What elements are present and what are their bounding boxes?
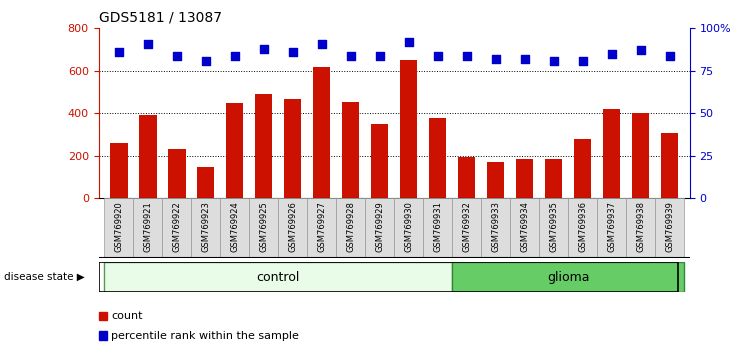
Point <box>229 53 241 58</box>
Point <box>577 58 588 63</box>
Bar <box>429 118 446 198</box>
Text: GSM769927: GSM769927 <box>318 201 326 252</box>
Point <box>635 47 647 53</box>
Bar <box>516 159 534 198</box>
Text: GSM769932: GSM769932 <box>462 201 471 252</box>
Text: control: control <box>256 270 300 284</box>
Text: glioma: glioma <box>547 270 589 284</box>
Text: GSM769922: GSM769922 <box>172 201 181 252</box>
Bar <box>168 149 185 198</box>
Bar <box>661 133 678 198</box>
Bar <box>574 139 591 198</box>
Bar <box>371 124 388 198</box>
Bar <box>365 198 394 258</box>
Bar <box>134 198 162 258</box>
Text: disease state ▶: disease state ▶ <box>4 272 85 282</box>
Bar <box>104 198 134 258</box>
Point <box>142 41 154 46</box>
Bar <box>104 262 452 292</box>
Text: GSM769934: GSM769934 <box>520 201 529 252</box>
Bar <box>278 198 307 258</box>
Text: GSM769939: GSM769939 <box>665 201 674 252</box>
Bar <box>307 198 337 258</box>
Bar <box>510 198 539 258</box>
Bar <box>249 198 278 258</box>
Point <box>548 58 559 63</box>
Bar <box>284 99 301 198</box>
Bar <box>458 157 475 198</box>
Text: percentile rank within the sample: percentile rank within the sample <box>111 331 299 341</box>
Text: GDS5181 / 13087: GDS5181 / 13087 <box>99 11 221 25</box>
Bar <box>226 103 244 198</box>
Point <box>316 41 328 46</box>
Text: GSM769920: GSM769920 <box>115 201 123 252</box>
Bar <box>626 198 655 258</box>
Text: GSM769928: GSM769928 <box>346 201 356 252</box>
Point <box>432 53 444 58</box>
Text: GSM769929: GSM769929 <box>375 201 384 252</box>
Text: GSM769926: GSM769926 <box>288 201 297 252</box>
Bar <box>162 198 191 258</box>
Bar <box>313 67 331 198</box>
Bar <box>400 60 418 198</box>
Bar <box>481 198 510 258</box>
Bar <box>655 198 684 258</box>
Bar <box>539 198 568 258</box>
Bar <box>487 162 504 198</box>
Bar <box>220 198 249 258</box>
Text: GSM769937: GSM769937 <box>607 201 616 252</box>
Bar <box>452 198 481 258</box>
Bar <box>597 198 626 258</box>
Bar <box>337 198 365 258</box>
Bar <box>545 159 562 198</box>
Bar <box>568 198 597 258</box>
Text: GSM769924: GSM769924 <box>230 201 239 252</box>
Point <box>287 49 299 55</box>
Point <box>490 56 502 62</box>
Point <box>664 53 675 58</box>
Bar <box>603 109 620 198</box>
Text: count: count <box>111 311 142 321</box>
Bar <box>394 198 423 258</box>
Bar <box>110 143 128 198</box>
Text: GSM769921: GSM769921 <box>143 201 153 252</box>
Point <box>258 46 269 52</box>
Bar <box>197 167 215 198</box>
Point <box>345 53 356 58</box>
Bar <box>632 113 649 198</box>
Point <box>461 53 472 58</box>
Bar <box>139 115 156 198</box>
Bar <box>191 198 220 258</box>
Point <box>403 39 415 45</box>
Point <box>606 51 618 57</box>
Text: GSM769931: GSM769931 <box>433 201 442 252</box>
Point <box>171 53 182 58</box>
Bar <box>423 198 452 258</box>
Text: GSM769938: GSM769938 <box>636 201 645 252</box>
Bar <box>342 102 359 198</box>
Text: GSM769930: GSM769930 <box>404 201 413 252</box>
Bar <box>255 94 272 198</box>
Text: GSM769925: GSM769925 <box>259 201 268 252</box>
Text: GSM769923: GSM769923 <box>201 201 210 252</box>
Text: GSM769935: GSM769935 <box>549 201 558 252</box>
Text: GSM769933: GSM769933 <box>491 201 500 252</box>
Point <box>200 58 212 63</box>
Bar <box>452 262 684 292</box>
Text: GSM769936: GSM769936 <box>578 201 587 252</box>
Point <box>374 53 385 58</box>
Point <box>519 56 531 62</box>
Point <box>113 49 125 55</box>
